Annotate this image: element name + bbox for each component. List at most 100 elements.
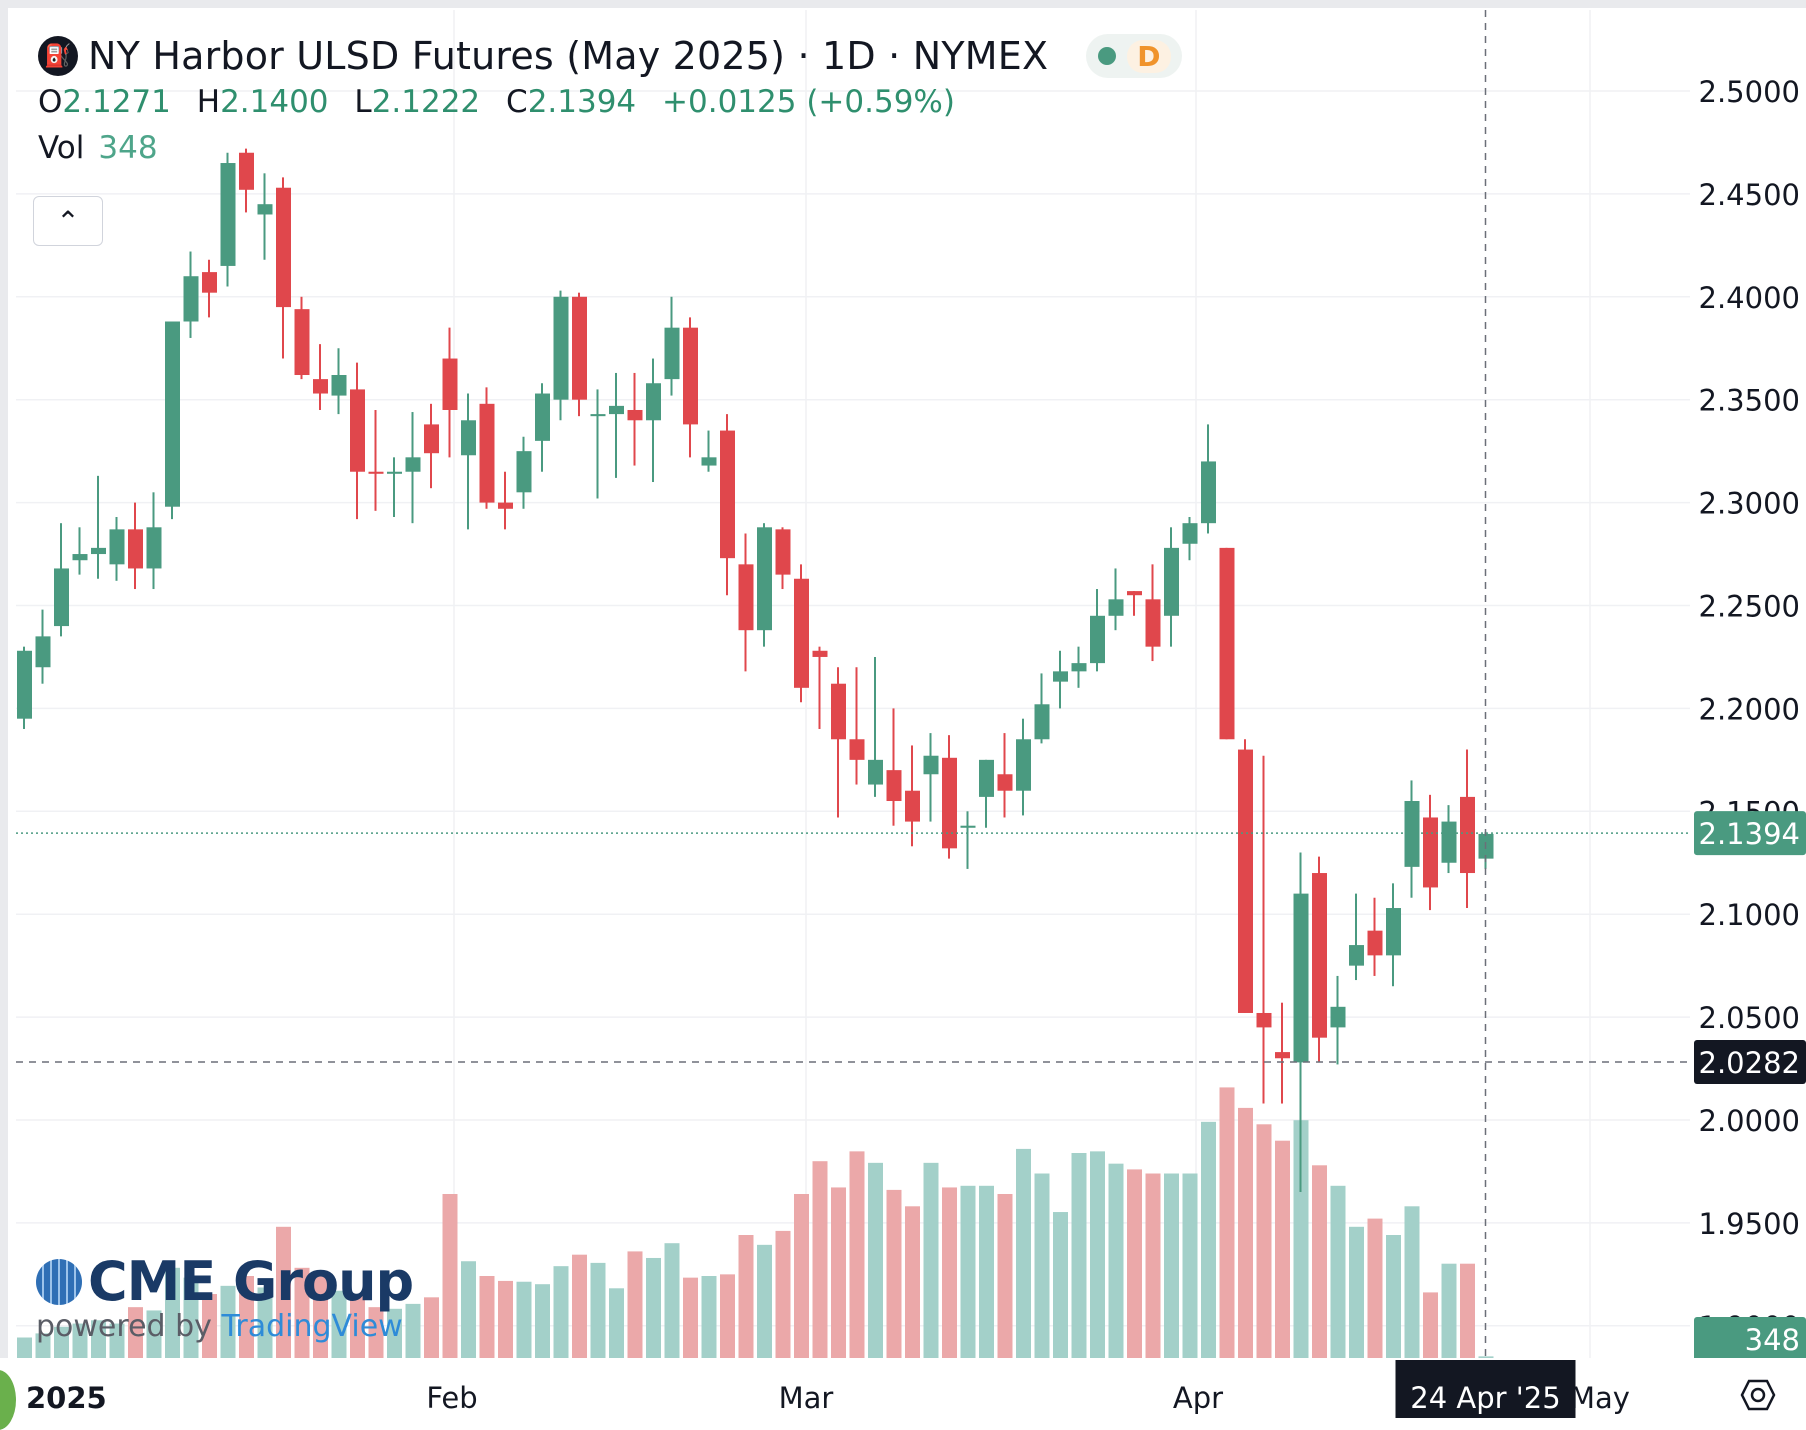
- candle-body[interactable]: [239, 152, 254, 190]
- volume-bar: [1367, 1218, 1383, 1358]
- price-tick-label: 2.3000: [1699, 487, 1800, 521]
- volume-bar: [331, 1290, 347, 1358]
- candle-body[interactable]: [1275, 1052, 1290, 1059]
- candle-body[interactable]: [1219, 547, 1235, 740]
- candle-body[interactable]: [849, 739, 865, 760]
- collapse-legend-button[interactable]: ⌃: [33, 196, 103, 246]
- candle-body[interactable]: [1386, 908, 1401, 956]
- candle-body[interactable]: [794, 578, 809, 688]
- candle-body[interactable]: [54, 568, 69, 627]
- candle-body[interactable]: [572, 296, 587, 400]
- candle-body[interactable]: [997, 774, 1013, 791]
- candle-body[interactable]: [368, 471, 384, 474]
- candle-body[interactable]: [387, 471, 402, 474]
- candle-body[interactable]: [831, 683, 846, 740]
- candle-body[interactable]: [1293, 893, 1309, 1063]
- candle-body[interactable]: [1182, 523, 1198, 544]
- top-border: [0, 0, 1806, 8]
- candle-body[interactable]: [905, 790, 920, 822]
- candle-body[interactable]: [1108, 599, 1124, 616]
- candle-body[interactable]: [1053, 671, 1068, 682]
- candle-body[interactable]: [757, 527, 772, 631]
- candle-body[interactable]: [1201, 461, 1216, 524]
- candle-body[interactable]: [1441, 821, 1457, 863]
- candle-body[interactable]: [609, 405, 624, 415]
- volume-bar: [886, 1189, 902, 1358]
- candle-body[interactable]: [294, 309, 310, 376]
- low-value: 2.1222: [371, 84, 481, 120]
- candle-body[interactable]: [1349, 945, 1364, 966]
- time-axis[interactable]: 2025 Feb Mar Apr May 24 Apr '25: [0, 1358, 1806, 1421]
- candle-body[interactable]: [1423, 817, 1438, 888]
- market-status-pill[interactable]: D: [1086, 34, 1183, 78]
- candle-body[interactable]: [1127, 591, 1142, 596]
- candle-body[interactable]: [1404, 801, 1420, 867]
- volume-label: Vol: [38, 130, 85, 166]
- candle-body[interactable]: [1016, 739, 1031, 791]
- candle-body[interactable]: [498, 502, 513, 509]
- price-axis[interactable]: 2.5000 2.4500 2.4000 2.3500 2.3000 2.2500 2.20…: [1694, 75, 1806, 1361]
- candle-body[interactable]: [923, 755, 939, 775]
- candle-body[interactable]: [109, 529, 125, 565]
- candle-body[interactable]: [1238, 749, 1253, 1013]
- candle-body[interactable]: [91, 547, 106, 555]
- volume-bar: [183, 1277, 199, 1358]
- candle-body[interactable]: [276, 187, 291, 308]
- candle-body[interactable]: [868, 759, 883, 785]
- candle-body[interactable]: [979, 759, 994, 797]
- candle-body[interactable]: [646, 383, 661, 421]
- candle-body[interactable]: [553, 296, 569, 400]
- volume-bar: [1460, 1263, 1475, 1358]
- candle-body[interactable]: [424, 424, 439, 454]
- volume-bar: [257, 1287, 273, 1358]
- candle-body[interactable]: [1034, 704, 1050, 740]
- candle-body[interactable]: [479, 403, 495, 503]
- candle-body[interactable]: [590, 414, 606, 417]
- volume-value: 348: [98, 130, 158, 166]
- candle-body[interactable]: [1090, 615, 1105, 664]
- candle-body[interactable]: [461, 420, 476, 456]
- price-tick-label: 2.2500: [1699, 590, 1800, 624]
- candle-body[interactable]: [17, 650, 32, 719]
- candle-body[interactable]: [1164, 547, 1179, 616]
- candle-body[interactable]: [220, 163, 236, 266]
- candle-body[interactable]: [664, 327, 680, 380]
- candle-body[interactable]: [1071, 663, 1087, 672]
- high-label: H: [196, 84, 221, 120]
- candle-body[interactable]: [516, 451, 532, 493]
- candle-body[interactable]: [701, 457, 717, 466]
- candle-body[interactable]: [183, 276, 199, 322]
- candle-body[interactable]: [1256, 1012, 1272, 1028]
- candle-body[interactable]: [812, 650, 828, 657]
- candle-body[interactable]: [960, 825, 976, 828]
- candle-body[interactable]: [1145, 599, 1161, 647]
- symbol-title[interactable]: NY Harbor ULSD Futures (May 2025) · 1D ·…: [88, 34, 1049, 78]
- candle-body[interactable]: [350, 389, 365, 472]
- candle-body[interactable]: [442, 358, 458, 410]
- candle-body[interactable]: [1367, 930, 1383, 956]
- candle-body[interactable]: [202, 272, 217, 293]
- candle-body[interactable]: [627, 409, 643, 421]
- candle-body[interactable]: [165, 321, 180, 507]
- candle-body[interactable]: [128, 529, 143, 569]
- candle-body[interactable]: [942, 757, 957, 849]
- candle-body[interactable]: [886, 770, 902, 802]
- candle-body[interactable]: [331, 375, 347, 396]
- candle-body[interactable]: [35, 636, 51, 668]
- candle-body[interactable]: [720, 430, 735, 559]
- candle-body[interactable]: [1460, 796, 1475, 874]
- candle-body[interactable]: [738, 564, 754, 631]
- candle-body[interactable]: [257, 204, 273, 215]
- candle-body[interactable]: [1330, 1006, 1346, 1028]
- candle-body[interactable]: [146, 527, 162, 569]
- candle-body[interactable]: [405, 457, 421, 472]
- price-tick-label: 2.4500: [1699, 178, 1800, 212]
- candle-body[interactable]: [683, 327, 698, 425]
- candle-body[interactable]: [72, 554, 88, 561]
- candle-body[interactable]: [535, 393, 550, 441]
- candle-body[interactable]: [1312, 873, 1327, 1038]
- candle-body[interactable]: [775, 529, 791, 575]
- settings-icon[interactable]: [1740, 1377, 1776, 1413]
- candle-body[interactable]: [313, 379, 328, 394]
